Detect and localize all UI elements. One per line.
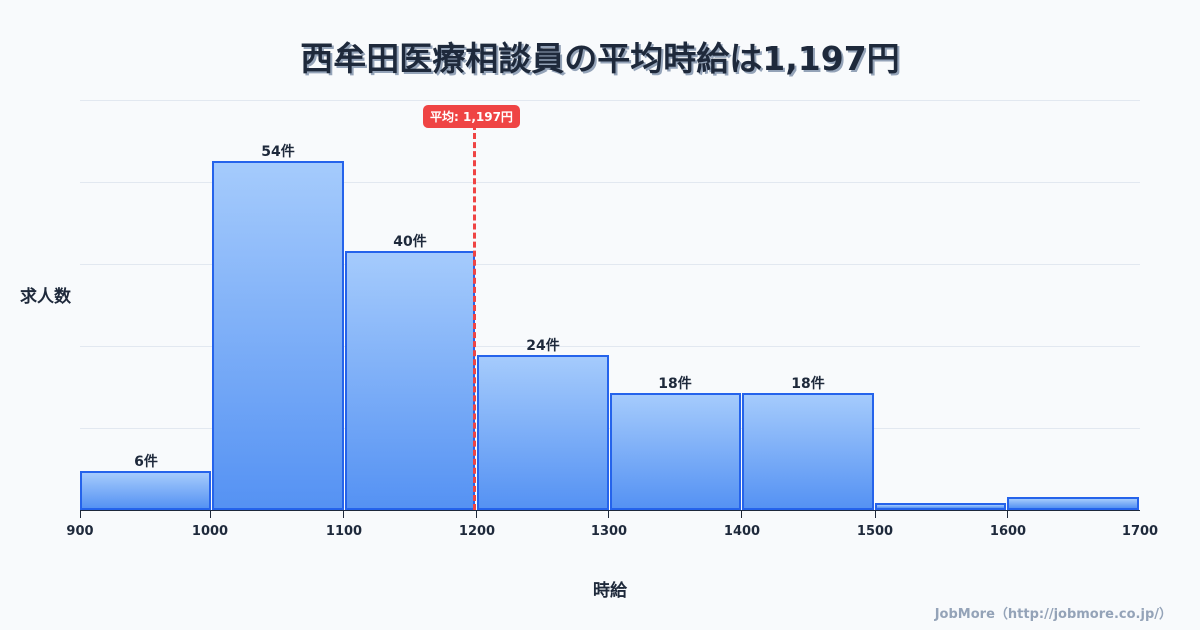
x-tick: [1007, 510, 1008, 518]
histogram-bar: [212, 161, 344, 510]
histogram-bar: [477, 355, 609, 510]
x-tick: [80, 510, 81, 518]
plot-area: 6件 54件 40件 24件 18件 18件: [80, 100, 1140, 510]
x-tick-label: 1300: [590, 524, 628, 539]
bar-value-label: 54件: [261, 144, 295, 160]
x-tick: [343, 510, 344, 518]
bar-value-label: 18件: [658, 376, 692, 392]
gridline: [80, 346, 1140, 347]
histogram-bar: [742, 393, 874, 510]
x-tick: [741, 510, 742, 518]
x-axis: [80, 510, 1140, 511]
histogram-bar: [345, 251, 475, 510]
bar-value-label: 40件: [393, 234, 427, 250]
y-axis-label: 求人数: [20, 287, 71, 307]
x-tick: [608, 510, 609, 518]
bar-value-label: 18件: [791, 376, 825, 392]
source-credit: JobMore（http://jobmore.co.jp/）: [934, 607, 1172, 622]
mean-badge: 平均: 1,197円: [423, 105, 520, 128]
x-tick-label: 1700: [1121, 524, 1159, 539]
chart-title: 西牟田医療相談員の平均時給は1,197円: [300, 39, 900, 78]
x-tick-label: 900: [66, 524, 94, 539]
histogram-bar: [80, 471, 211, 510]
histogram-bar: [1007, 497, 1139, 510]
x-tick-label: 1500: [856, 524, 894, 539]
x-tick-label: 1000: [191, 524, 229, 539]
x-axis-label: 時給: [593, 581, 627, 601]
x-tick: [210, 510, 211, 518]
histogram-bar: [610, 393, 741, 510]
gridline: [80, 100, 1140, 101]
x-tick-label: 1600: [989, 524, 1027, 539]
x-tick-label: 1200: [458, 524, 496, 539]
histogram-bar: [875, 503, 1006, 510]
x-tick-label: 1400: [723, 524, 761, 539]
gridline: [80, 182, 1140, 183]
x-tick: [476, 510, 477, 518]
x-tick-label: 1100: [325, 524, 363, 539]
mean-line: [473, 124, 476, 510]
gridline: [80, 264, 1140, 265]
x-tick: [875, 510, 876, 518]
bar-value-label: 6件: [134, 454, 158, 470]
bar-value-label: 24件: [526, 338, 560, 354]
